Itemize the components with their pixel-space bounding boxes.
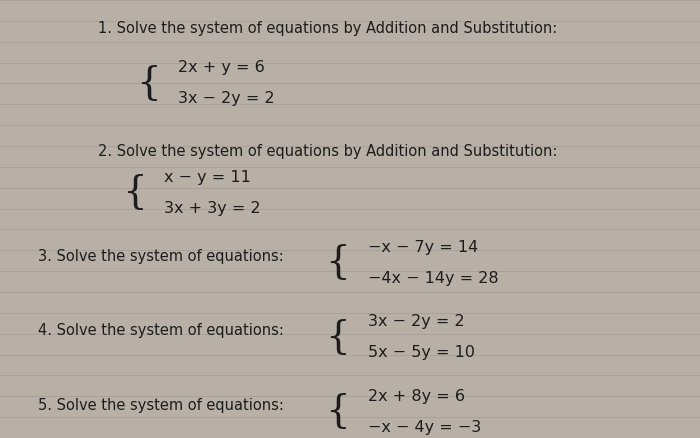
Text: −x − 7y = 14: −x − 7y = 14 (368, 240, 477, 255)
Text: 5x − 5y = 10: 5x − 5y = 10 (368, 345, 475, 360)
Text: {: { (122, 174, 147, 211)
Text: {: { (326, 319, 350, 356)
Text: 4. Solve the system of equations:: 4. Solve the system of equations: (38, 323, 284, 338)
Text: 3x − 2y = 2: 3x − 2y = 2 (178, 91, 275, 106)
Text: −x − 4y = −3: −x − 4y = −3 (368, 420, 481, 434)
Text: 3. Solve the system of equations:: 3. Solve the system of equations: (38, 249, 284, 264)
Text: 2x + 8y = 6: 2x + 8y = 6 (368, 389, 465, 404)
Text: 2x + y = 6: 2x + y = 6 (178, 60, 265, 75)
Text: {: { (326, 244, 350, 281)
Text: 3x − 2y = 2: 3x − 2y = 2 (368, 314, 464, 329)
Text: x − y = 11: x − y = 11 (164, 170, 251, 185)
Text: 5. Solve the system of equations:: 5. Solve the system of equations: (38, 398, 284, 413)
Text: 3x + 3y = 2: 3x + 3y = 2 (164, 201, 261, 215)
Text: {: { (326, 393, 350, 430)
Text: {: { (136, 65, 161, 102)
Text: 2. Solve the system of equations by Addition and Substitution:: 2. Solve the system of equations by Addi… (98, 144, 557, 159)
Text: 1. Solve the system of equations by Addition and Substitution:: 1. Solve the system of equations by Addi… (98, 21, 557, 36)
Text: −4x − 14y = 28: −4x − 14y = 28 (368, 271, 498, 286)
